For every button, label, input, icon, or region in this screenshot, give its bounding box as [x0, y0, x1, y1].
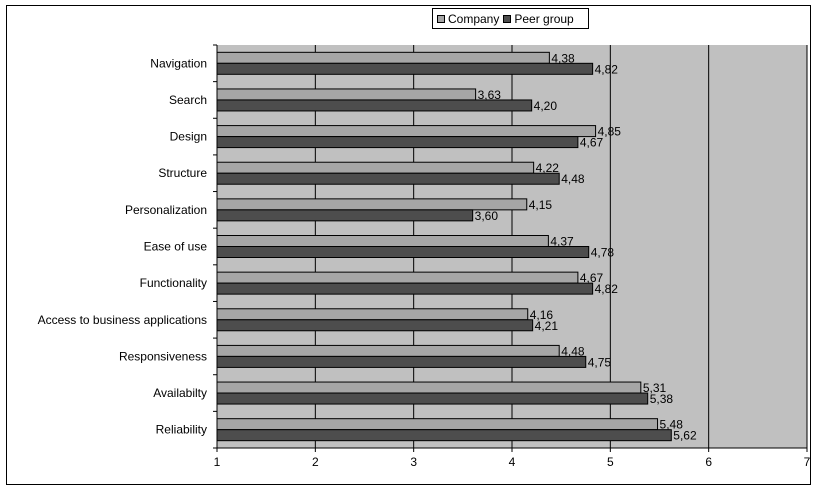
category-label-personalization: Personalization [125, 203, 207, 217]
bar-peer-group-access-to-business-applications [216, 319, 534, 332]
data-label-peer-group-reliability: 5,62 [673, 429, 697, 443]
category-label-design: Design [170, 130, 207, 144]
data-label-company-access-to-business-applications: 4,16 [530, 308, 554, 322]
legend: Company Peer group [432, 8, 589, 29]
bars [216, 51, 672, 442]
x-tick-label-6: 6 [705, 455, 712, 469]
legend-item-peer-group: Peer group [503, 11, 574, 26]
x-tick-label-3: 3 [410, 455, 417, 469]
bar-company-navigation [216, 51, 550, 64]
data-label-peer-group-design: 4,67 [580, 136, 604, 150]
bar-peer-group-navigation [216, 62, 594, 75]
data-label-peer-group-structure: 4,48 [561, 172, 585, 186]
bar-company-design [216, 125, 597, 138]
x-tick-label-5: 5 [607, 455, 614, 469]
data-label-company-search: 3,63 [478, 88, 502, 102]
bar-company-functionality [216, 271, 579, 284]
data-label-company-personalization: 4,15 [529, 198, 553, 212]
data-label-peer-group-responsiveness: 4,75 [588, 355, 612, 369]
legend-swatch-company [437, 14, 445, 23]
category-label-ease-of-use: Ease of use [144, 240, 208, 254]
data-label-company-functionality: 4,67 [580, 271, 604, 285]
bar-peer-group-personalization [216, 209, 474, 222]
bar-peer-group-availabilty [216, 392, 649, 405]
bar-peer-group-reliability [216, 429, 672, 442]
data-label-peer-group-navigation: 4,82 [595, 62, 619, 76]
bar-peer-group-responsiveness [216, 355, 587, 368]
category-label-search: Search [169, 93, 207, 107]
category-label-functionality: Functionality [140, 276, 207, 290]
data-label-company-responsiveness: 4,48 [561, 344, 585, 358]
data-label-company-ease-of-use: 4,37 [550, 235, 574, 249]
data-label-peer-group-availabilty: 5,38 [650, 392, 674, 406]
category-label-reliability: Reliability [156, 423, 207, 437]
data-label-company-navigation: 4,38 [551, 51, 575, 65]
bar-company-availabilty [216, 381, 642, 394]
labels: 4,384,823,634,204,854,674,224,484,153,60… [475, 51, 697, 442]
data-label-peer-group-functionality: 4,82 [595, 282, 619, 296]
x-tick-label-2: 2 [312, 455, 319, 469]
data-label-company-availabilty: 5,31 [643, 381, 667, 395]
data-label-company-design: 4,85 [598, 125, 622, 139]
data-label-peer-group-personalization: 3,60 [475, 209, 499, 223]
bar-company-structure [216, 161, 535, 174]
bar-peer-group-ease-of-use [216, 246, 590, 258]
bar-peer-group-design [216, 136, 579, 149]
bar-peer-group-functionality [216, 282, 594, 295]
bar-company-ease-of-use [216, 235, 549, 247]
legend-label-company: Company [448, 11, 500, 26]
x-tick-label-7: 7 [804, 455, 811, 469]
x-tick-label-1: 1 [214, 455, 221, 469]
bar-peer-group-structure [216, 172, 560, 185]
bar-company-search [216, 88, 477, 101]
bar-company-responsiveness [216, 344, 560, 357]
bar-company-access-to-business-applications [216, 308, 529, 321]
data-label-peer-group-search: 4,20 [534, 99, 558, 113]
bar-company-reliability [216, 418, 659, 431]
data-label-company-reliability: 5,48 [660, 418, 684, 432]
legend-item-company: Company [437, 12, 499, 26]
category-label-navigation: Navigation [150, 56, 207, 70]
category-label-responsiveness: Responsiveness [119, 349, 207, 363]
data-label-company-structure: 4,22 [536, 161, 560, 175]
category-label-availabilty: Availabilty [153, 386, 207, 400]
legend-label-peer-group: Peer group [514, 11, 574, 26]
axes: 1 2 3 4 5 6 7 Navigation Search Design Structure Pe… [38, 44, 811, 469]
category-label-access-to-business-applications: Access to business applications [38, 313, 207, 327]
x-tick-label-4: 4 [509, 455, 516, 469]
category-label-structure: Structure [158, 166, 207, 180]
data-label-peer-group-ease-of-use: 4,78 [591, 246, 615, 260]
data-label-peer-group-access-to-business-applications: 4,21 [535, 319, 559, 333]
legend-swatch-peer-group [503, 14, 512, 23]
